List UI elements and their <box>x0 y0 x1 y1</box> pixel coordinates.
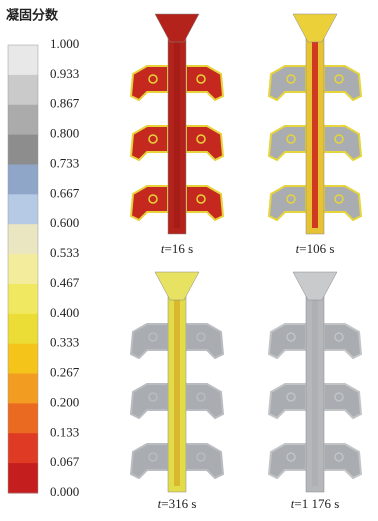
colorbar-segment <box>8 403 38 433</box>
colorbar-segment <box>8 45 38 75</box>
casting-funnel <box>155 272 199 300</box>
casting-core <box>312 38 318 228</box>
casting-wing <box>131 186 168 220</box>
casting-wing <box>131 384 168 418</box>
casting-wing <box>269 324 306 358</box>
panel-caption: t=316 s <box>158 496 197 511</box>
panel-caption: t=106 s <box>296 241 335 256</box>
caption-value: =316 s <box>161 496 196 511</box>
colorbar-label: 0.333 <box>50 335 79 350</box>
colorbar-label: 0.000 <box>50 484 79 499</box>
colorbar-segment <box>8 374 38 404</box>
colorbar-segment <box>8 344 38 374</box>
casting-wing <box>324 444 361 478</box>
colorbar-segment <box>8 314 38 344</box>
colorbar-label: 0.400 <box>50 305 79 320</box>
colorbar-segment <box>8 254 38 284</box>
casting <box>131 272 223 492</box>
casting-wing <box>131 324 168 358</box>
colorbar-segment <box>8 463 38 493</box>
casting <box>269 272 361 492</box>
casting-wing <box>131 66 168 100</box>
casting-wing <box>269 66 306 100</box>
casting-funnel <box>155 14 199 42</box>
caption-value: =106 s <box>299 241 334 256</box>
colorbar-segment <box>8 224 38 254</box>
casting-wing <box>186 324 223 358</box>
casting-core <box>312 296 318 486</box>
casting <box>131 14 223 234</box>
caption-value: =1 176 s <box>294 496 339 511</box>
colorbar-label: 0.133 <box>50 424 79 439</box>
colorbar-label: 0.667 <box>50 185 80 200</box>
colorbar-label: 0.933 <box>50 66 79 81</box>
casting-wing <box>269 126 306 160</box>
colorbar-segment <box>8 433 38 463</box>
colorbar-label: 0.067 <box>50 454 80 469</box>
casting-wing <box>324 186 361 220</box>
casting-wing <box>186 186 223 220</box>
colorbar-segment <box>8 105 38 135</box>
colorbar-label: 0.600 <box>50 215 79 230</box>
casting-wing <box>186 444 223 478</box>
figure: 凝固分数 1.000 0.933 0.867 0.800 0.733 0.667 0.600… <box>0 0 378 521</box>
casting-wing <box>324 66 361 100</box>
panel-caption: t=16 s <box>161 241 193 256</box>
casting-core <box>174 38 180 228</box>
casting-wing <box>269 444 306 478</box>
colorbar-label: 0.267 <box>50 365 80 380</box>
casting-wing <box>186 126 223 160</box>
casting-wing <box>131 126 168 160</box>
casting <box>269 14 361 234</box>
colorbar-segment <box>8 75 38 105</box>
casting-wing <box>324 324 361 358</box>
casting-wing <box>324 126 361 160</box>
legend-title: 凝固分数 <box>6 8 59 24</box>
colorbar-segment <box>8 284 38 314</box>
casting-wing <box>131 444 168 478</box>
panel-caption: t=1 176 s <box>291 496 340 511</box>
colorbar-label: 0.800 <box>50 126 79 141</box>
casting-wing <box>269 186 306 220</box>
casting-funnel <box>293 272 337 300</box>
colorbar-label: 0.200 <box>50 394 79 409</box>
casting-wing <box>324 384 361 418</box>
colorbar-segment <box>8 164 38 194</box>
colorbar-label: 1.000 <box>50 36 79 51</box>
casting-wing <box>186 66 223 100</box>
colorbar-label: 0.867 <box>50 96 80 111</box>
casting-wing <box>269 384 306 418</box>
casting-core <box>174 296 180 486</box>
colorbar-label: 0.467 <box>50 275 80 290</box>
caption-value: =16 s <box>164 241 193 256</box>
colorbar-segment <box>8 194 38 224</box>
colorbar-label: 0.733 <box>50 155 79 170</box>
colorbar-segment <box>8 135 38 165</box>
colorbar-label: 0.533 <box>50 245 79 260</box>
casting-funnel <box>293 14 337 42</box>
casting-wing <box>186 384 223 418</box>
